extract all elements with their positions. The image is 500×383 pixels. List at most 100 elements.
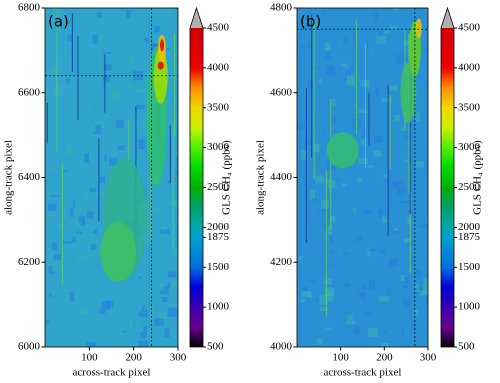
image-texture	[167, 8, 170, 13]
image-streak	[388, 85, 389, 237]
image-texture	[70, 208, 74, 217]
image-texture	[321, 200, 329, 209]
image-texture	[62, 241, 71, 243]
image-texture	[136, 89, 145, 93]
colorbar	[190, 28, 203, 347]
plume	[327, 132, 359, 168]
image-texture	[159, 313, 167, 319]
colorbar-tick-label: 1000	[458, 301, 481, 313]
image-texture	[100, 35, 104, 40]
image-texture	[302, 150, 306, 160]
image-texture	[382, 216, 387, 223]
image-texture	[321, 256, 324, 262]
image-texture	[358, 159, 368, 164]
image-texture	[415, 111, 420, 121]
image-texture	[384, 31, 390, 34]
image-texture	[126, 10, 130, 18]
image-texture	[168, 272, 176, 277]
image-texture	[49, 167, 55, 170]
image-texture	[89, 188, 96, 192]
colorbar-tick-label: 3500	[458, 101, 481, 113]
image-texture	[374, 135, 383, 142]
image-texture	[111, 91, 119, 99]
y-tick-label: 6800	[18, 2, 41, 14]
image-texture	[66, 79, 69, 84]
image-texture	[54, 254, 61, 259]
image-texture	[160, 284, 164, 290]
colorbar-tick-label: 4500	[458, 22, 481, 34]
x-axis-label: across-track pixel	[324, 367, 402, 379]
image-texture	[361, 139, 364, 145]
image-texture	[153, 209, 161, 212]
plume	[416, 18, 422, 38]
image-texture	[401, 329, 404, 337]
image-texture	[74, 222, 81, 228]
image-texture	[389, 86, 397, 92]
image-texture	[414, 310, 419, 315]
y-tick-label: 4200	[270, 256, 293, 268]
image-texture	[143, 325, 147, 335]
image-texture	[357, 177, 362, 182]
image-texture	[145, 239, 154, 242]
image-texture	[396, 55, 405, 65]
image-texture	[315, 176, 324, 184]
colorbar-tick-label: 4000	[207, 61, 230, 73]
image-streak	[330, 99, 331, 229]
image-texture	[50, 54, 53, 57]
x-tick-label: 200	[376, 352, 393, 364]
image-texture	[319, 79, 323, 83]
x-tick-label: 200	[125, 352, 142, 364]
plume	[158, 62, 164, 70]
image-streak	[128, 119, 129, 163]
image-texture	[353, 326, 360, 335]
image-texture	[383, 174, 387, 178]
image-texture	[326, 328, 331, 330]
image-texture	[344, 283, 350, 287]
image-texture	[137, 105, 145, 110]
y-tick-label: 6400	[18, 171, 41, 183]
image-texture	[407, 234, 409, 237]
image-texture	[329, 251, 333, 253]
image-texture	[416, 162, 424, 168]
image-texture	[384, 331, 386, 334]
image-texture	[343, 252, 349, 254]
image-texture	[139, 276, 141, 279]
image-texture	[394, 115, 400, 121]
image-texture	[49, 293, 52, 297]
image-texture	[375, 87, 379, 96]
plume	[160, 39, 164, 51]
y-tick-label: 4000	[270, 341, 293, 353]
image-texture	[45, 320, 49, 324]
image-texture	[122, 330, 126, 332]
image-texture	[381, 343, 390, 350]
image-texture	[367, 247, 370, 256]
image-texture	[378, 31, 383, 37]
image-texture	[359, 292, 366, 301]
image-texture	[326, 66, 336, 75]
x-axis-label: across-track pixel	[73, 367, 151, 379]
image-texture	[418, 224, 427, 227]
image-texture	[97, 12, 102, 17]
image-streak	[390, 94, 391, 169]
image-texture	[104, 64, 111, 70]
image-texture	[415, 270, 421, 277]
image-texture	[45, 217, 49, 225]
y-axis-label: along-track pixel	[255, 140, 267, 215]
image-texture	[141, 310, 148, 317]
image-texture	[308, 294, 312, 298]
image-texture	[332, 117, 337, 124]
image-texture	[127, 84, 134, 88]
colorbar-tick-label: 2000	[458, 221, 481, 233]
colorbar-label: GLS CH₄ (ppbv)	[221, 140, 233, 215]
image-texture	[387, 289, 392, 296]
image-texture	[344, 38, 348, 45]
image-texture	[57, 223, 62, 229]
image-texture	[66, 151, 74, 155]
image-texture	[326, 51, 331, 59]
image-texture	[424, 277, 432, 286]
image-texture	[415, 284, 419, 292]
image-texture	[362, 283, 366, 290]
colorbar-label: GLS CH₄ (ppbv)	[472, 140, 484, 215]
image-texture	[129, 57, 135, 64]
